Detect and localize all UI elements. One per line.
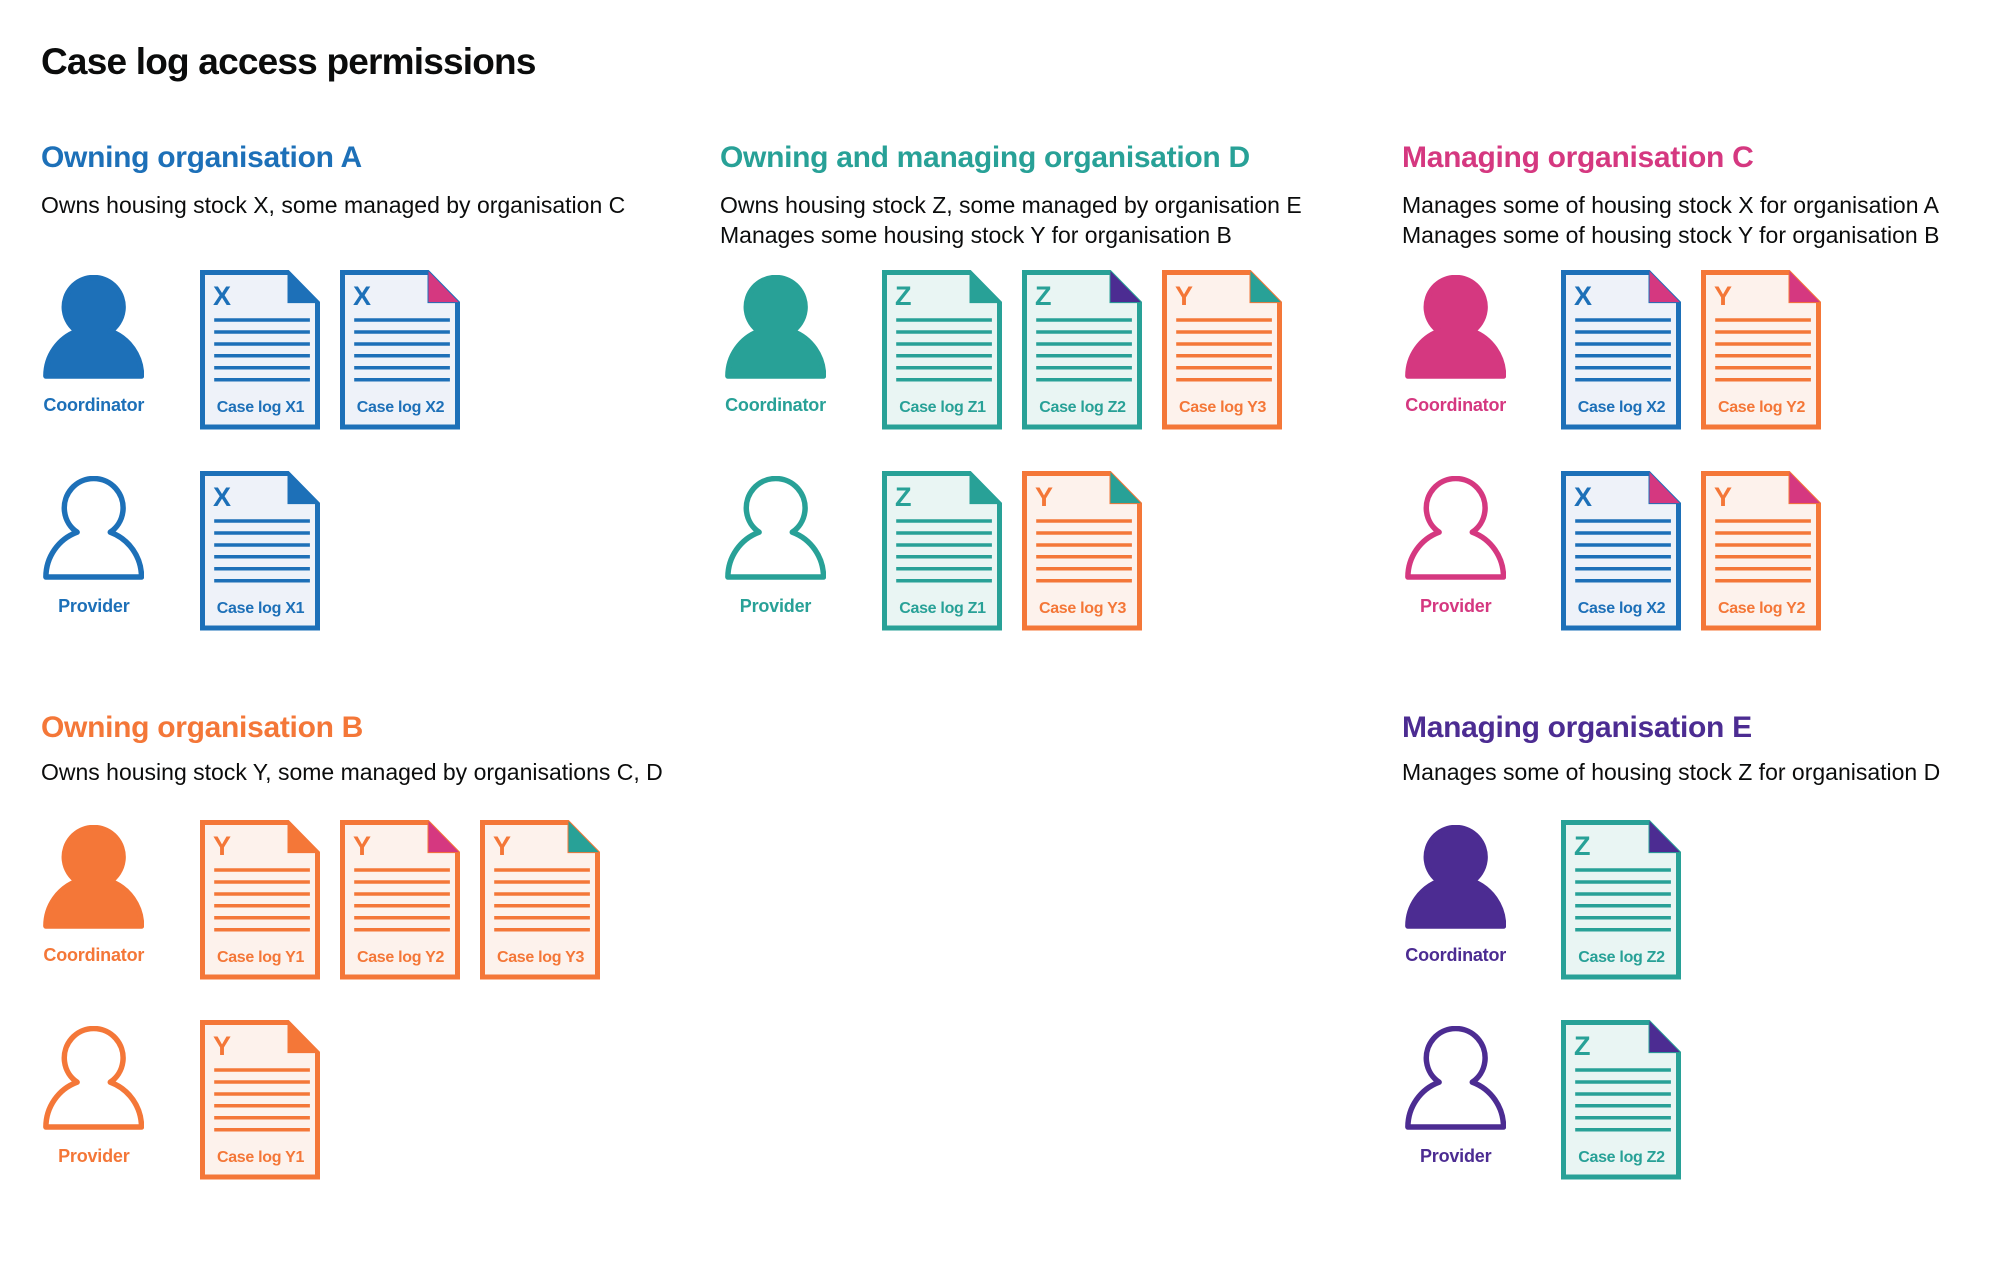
svg-text:Z: Z <box>1035 281 1052 311</box>
svg-text:Y: Y <box>493 831 511 861</box>
svg-text:Case log Y1: Case log Y1 <box>217 949 305 966</box>
svg-text:Case log Y1: Case log Y1 <box>217 1149 305 1166</box>
svg-text:Case log Y2: Case log Y2 <box>357 949 445 966</box>
svg-text:Y: Y <box>353 831 371 861</box>
svg-text:Y: Y <box>1035 482 1053 512</box>
svg-text:Y: Y <box>213 1031 231 1061</box>
svg-text:X: X <box>1574 482 1592 512</box>
svg-text:X: X <box>213 281 231 311</box>
svg-text:Z: Z <box>895 482 912 512</box>
svg-text:Case log Z2: Case log Z2 <box>1578 1149 1665 1166</box>
svg-text:Y: Y <box>213 831 231 861</box>
svg-text:Case log Y3: Case log Y3 <box>497 949 585 966</box>
svg-text:Case log Z2: Case log Z2 <box>1578 949 1665 966</box>
svg-text:Case log X2: Case log X2 <box>1578 399 1666 416</box>
svg-text:Case log Y2: Case log Y2 <box>1718 600 1806 617</box>
svg-text:Y: Y <box>1175 281 1193 311</box>
svg-text:Case log Y2: Case log Y2 <box>1718 399 1806 416</box>
svg-text:Case log X1: Case log X1 <box>217 399 305 416</box>
svg-text:Case log X2: Case log X2 <box>1578 600 1666 617</box>
svg-text:Case log X2: Case log X2 <box>357 399 445 416</box>
svg-text:Case log Z1: Case log Z1 <box>899 399 986 416</box>
svg-text:Y: Y <box>1714 281 1732 311</box>
svg-text:Z: Z <box>895 281 912 311</box>
svg-text:Z: Z <box>1574 1031 1591 1061</box>
svg-text:Z: Z <box>1574 831 1591 861</box>
svg-text:Y: Y <box>1714 482 1732 512</box>
svg-text:Case log Z1: Case log Z1 <box>899 600 986 617</box>
svg-text:X: X <box>353 281 371 311</box>
svg-text:Case log Z2: Case log Z2 <box>1039 399 1126 416</box>
svg-text:Case log X1: Case log X1 <box>217 600 305 617</box>
svg-text:X: X <box>1574 281 1592 311</box>
svg-text:Case log Y3: Case log Y3 <box>1039 600 1127 617</box>
svg-text:X: X <box>213 482 231 512</box>
svg-text:Case log Y3: Case log Y3 <box>1179 399 1267 416</box>
